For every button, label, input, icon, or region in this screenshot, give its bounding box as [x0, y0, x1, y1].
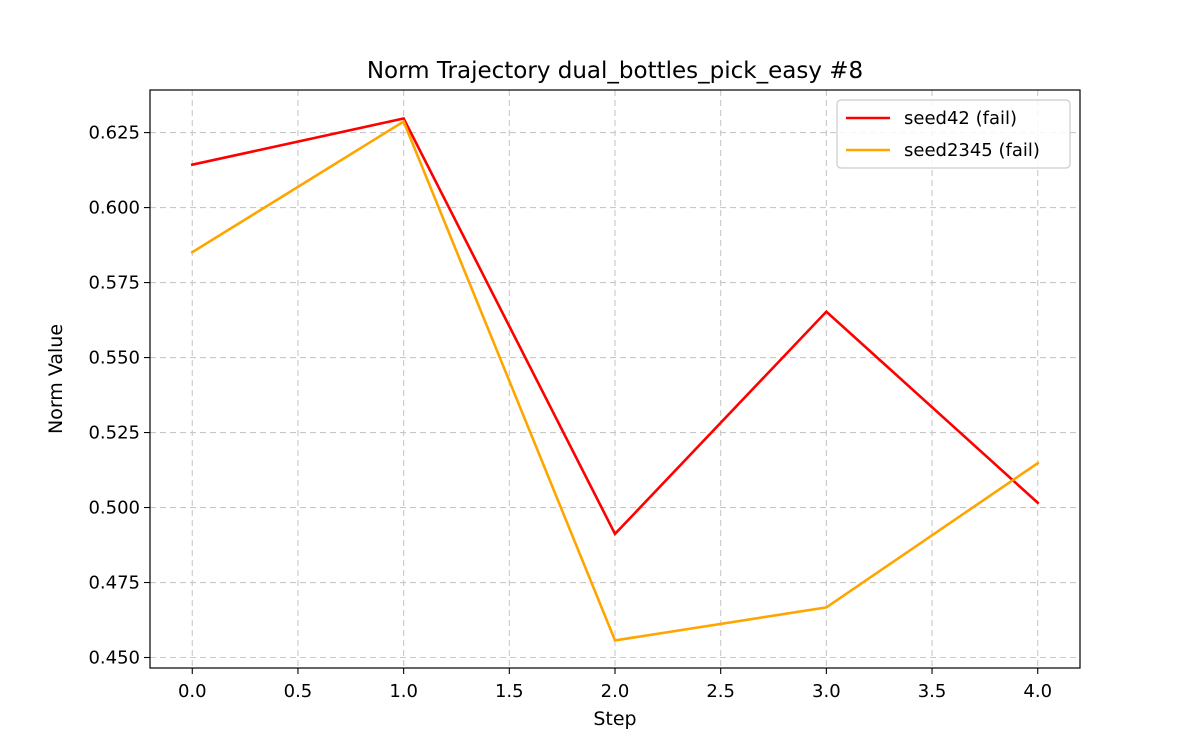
- x-axis-label: Step: [593, 708, 636, 730]
- y-tick-label: 0.575: [88, 273, 140, 294]
- x-tick-label: 3.0: [812, 681, 841, 702]
- x-tick-label: 1.0: [389, 681, 418, 702]
- x-tick-label: 4.0: [1023, 681, 1052, 702]
- legend-label: seed42 (fail): [904, 108, 1017, 129]
- x-axis: 0.0 0.5 1.0 1.5 2.0 2.5 3.0 3.5 4.0: [178, 668, 1052, 702]
- chart-title: Norm Trajectory dual_bottles_pick_easy #…: [367, 58, 863, 84]
- y-tick-label: 0.450: [88, 648, 140, 669]
- series-line-1: [190, 117, 1040, 537]
- x-tick-label: 3.5: [918, 681, 947, 702]
- x-tick-label: 2.5: [706, 681, 735, 702]
- y-tick-label: 0.500: [88, 498, 140, 519]
- y-tick-label: 0.625: [88, 123, 140, 144]
- series-lines: [190, 117, 1040, 642]
- legend: seed42 (fail) seed2345 (fail): [836, 99, 1071, 169]
- legend-label: seed2345 (fail): [904, 140, 1040, 161]
- y-tick-label: 0.600: [88, 198, 140, 219]
- legend-box: [836, 99, 1071, 169]
- series-line-2: [190, 119, 1040, 642]
- x-tick-label: 1.5: [495, 681, 524, 702]
- y-tick-label: 0.475: [88, 573, 140, 594]
- x-tick-label: 0.0: [178, 681, 207, 702]
- x-tick-label: 2.0: [601, 681, 630, 702]
- grid: [150, 90, 1080, 668]
- y-tick-label: 0.550: [88, 348, 140, 369]
- x-tick-label: 0.5: [284, 681, 313, 702]
- y-tick-label: 0.525: [88, 423, 140, 444]
- y-axis: 0.450 0.475 0.500 0.525 0.550 0.575 0.600 0.625: [88, 123, 150, 669]
- y-axis-label: Norm Value: [45, 324, 67, 434]
